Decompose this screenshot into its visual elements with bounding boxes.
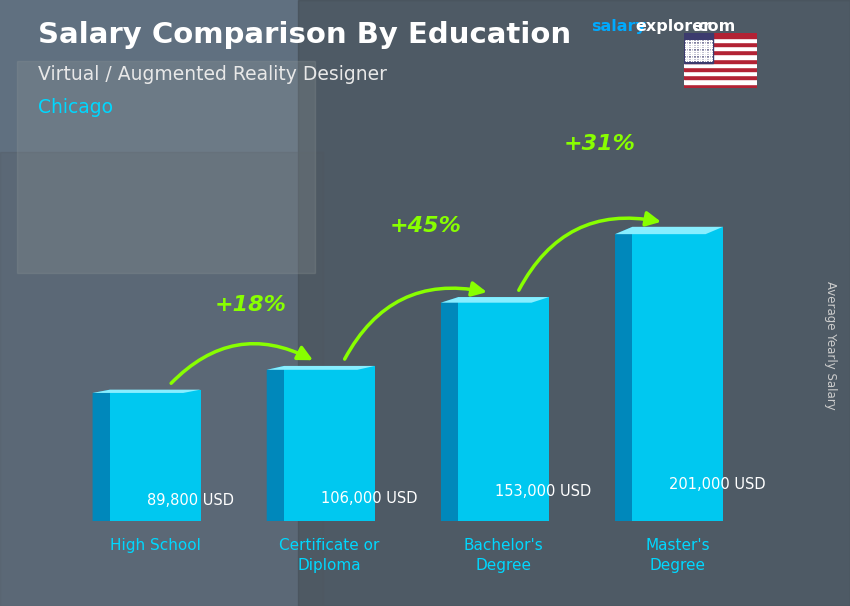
Bar — [684, 71, 756, 75]
Polygon shape — [441, 297, 458, 521]
Polygon shape — [267, 366, 375, 370]
Bar — [684, 59, 756, 62]
Bar — [0, 152, 323, 606]
Bar — [684, 50, 756, 55]
Bar — [684, 46, 756, 50]
Bar — [684, 75, 756, 79]
Text: salary: salary — [591, 19, 646, 35]
Text: +45%: +45% — [389, 216, 462, 236]
Text: +31%: +31% — [564, 133, 635, 153]
Polygon shape — [93, 390, 201, 393]
Bar — [684, 33, 756, 38]
Text: 106,000 USD: 106,000 USD — [320, 491, 417, 505]
Bar — [17, 61, 314, 273]
Polygon shape — [458, 297, 549, 521]
Polygon shape — [110, 390, 201, 521]
Text: +18%: +18% — [215, 295, 287, 315]
Text: Chicago: Chicago — [38, 98, 113, 117]
Polygon shape — [93, 390, 110, 521]
Text: Average Yearly Salary: Average Yearly Salary — [824, 281, 837, 410]
Polygon shape — [284, 366, 375, 521]
Text: .com: .com — [693, 19, 736, 35]
Bar — [684, 33, 713, 62]
Polygon shape — [632, 227, 723, 521]
Polygon shape — [615, 227, 723, 234]
Bar — [684, 67, 756, 71]
Bar — [684, 84, 756, 88]
Text: 89,800 USD: 89,800 USD — [146, 493, 234, 508]
Text: Salary Comparison By Education: Salary Comparison By Education — [38, 21, 571, 49]
Text: 201,000 USD: 201,000 USD — [669, 477, 766, 491]
Bar — [684, 42, 756, 46]
Bar — [684, 38, 756, 42]
Text: Virtual / Augmented Reality Designer: Virtual / Augmented Reality Designer — [38, 65, 388, 84]
Bar — [684, 62, 756, 67]
Polygon shape — [441, 297, 549, 302]
Text: explorer: explorer — [636, 19, 712, 35]
Polygon shape — [615, 227, 632, 521]
Bar — [298, 0, 850, 606]
Bar — [684, 55, 756, 59]
Polygon shape — [267, 366, 284, 521]
Bar — [684, 79, 756, 84]
Text: 153,000 USD: 153,000 USD — [495, 484, 591, 499]
